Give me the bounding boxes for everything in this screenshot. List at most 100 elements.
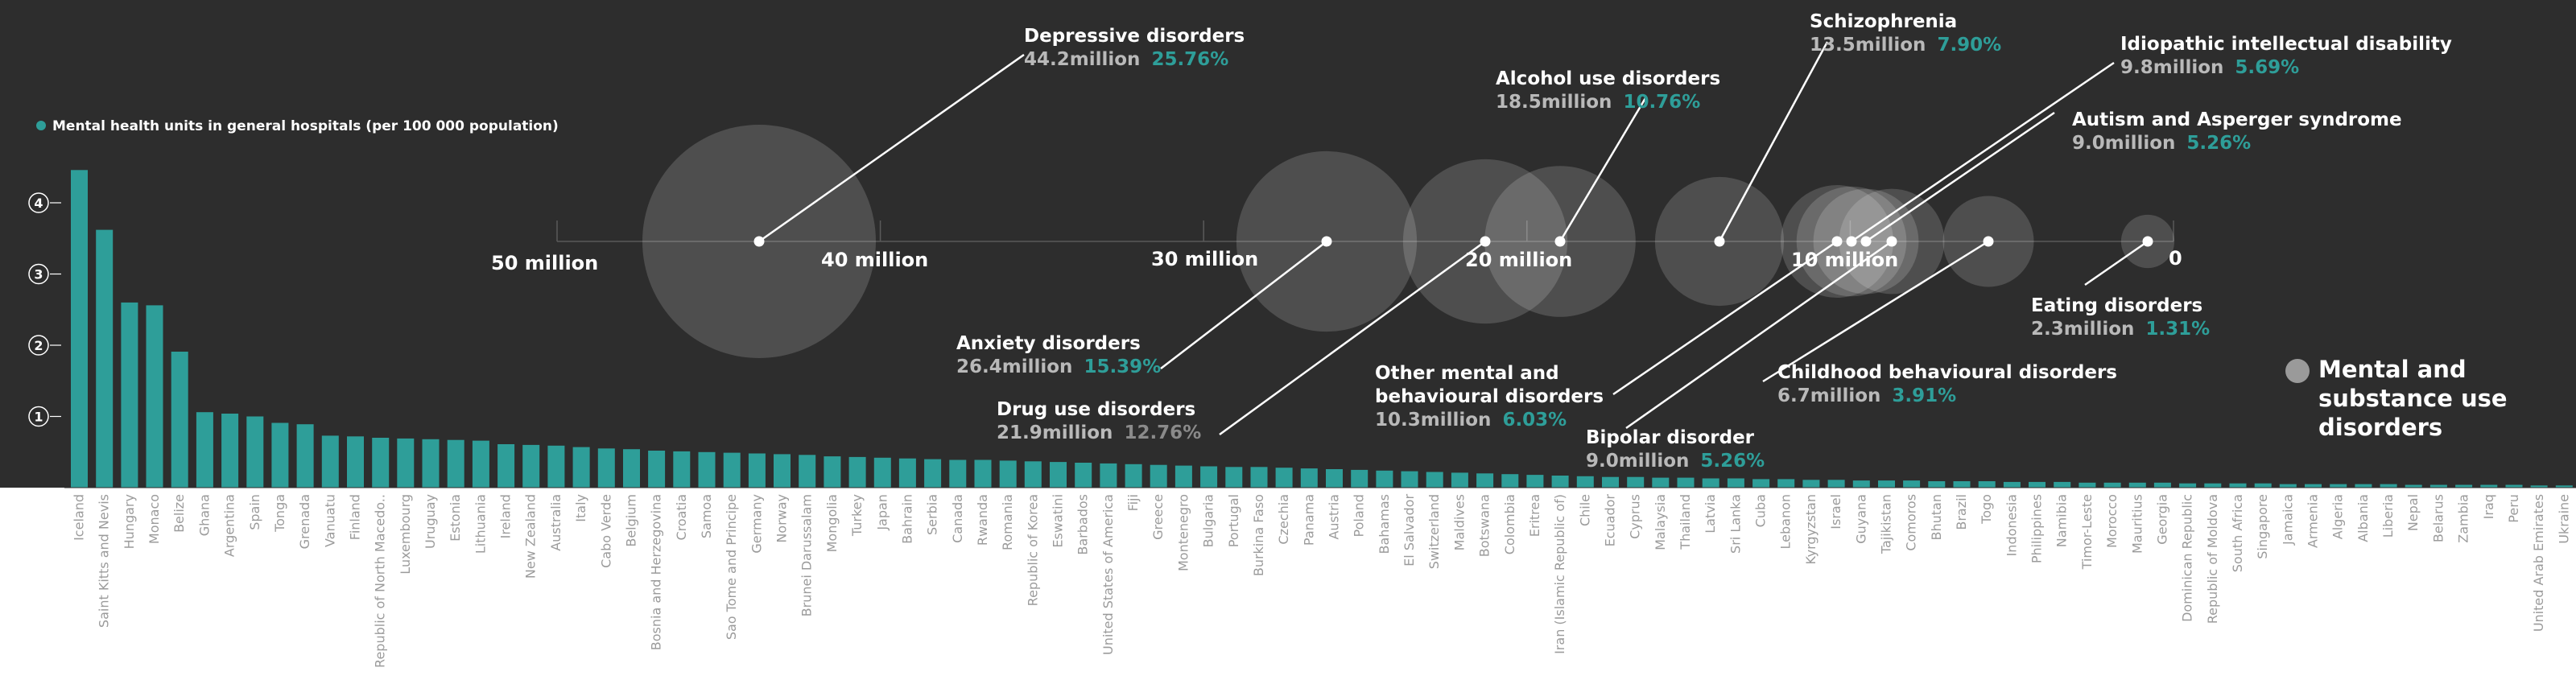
y-tick-marker bbox=[28, 406, 49, 427]
country-label: Ukraine bbox=[2556, 494, 2571, 544]
bubble-center-dot bbox=[1714, 236, 1725, 247]
disorder-value: 9.0million 5.26% bbox=[1586, 451, 1765, 472]
bar-croatia bbox=[673, 451, 691, 488]
country-label: Panama bbox=[1301, 494, 1316, 546]
callout-line bbox=[1558, 97, 1647, 242]
disorder-name: Alcohol use disorders bbox=[1496, 68, 1720, 89]
bar-rwanda bbox=[974, 459, 992, 488]
country-label: Colombia bbox=[1502, 494, 1517, 554]
country-label: El Salvador bbox=[1402, 494, 1417, 567]
bar-republic-of-korea bbox=[1024, 461, 1042, 488]
country-label: Austria bbox=[1327, 494, 1342, 540]
bubble-chart: 50 million 40 million 30 million 20 million… bbox=[491, 11, 2452, 472]
bubble-center-dot bbox=[1886, 236, 1897, 247]
bar-nepal bbox=[2405, 484, 2422, 488]
bar-brazil bbox=[1953, 481, 1971, 488]
country-label: Armenia bbox=[2306, 494, 2321, 548]
bubble-center-dot bbox=[1983, 236, 1994, 247]
country-label: Romania bbox=[1000, 494, 1015, 550]
bar-latvia bbox=[1702, 478, 1719, 488]
bar-mongolia bbox=[824, 456, 841, 488]
bar-uruguay bbox=[422, 439, 440, 488]
bar-tajikistan bbox=[1878, 480, 1895, 488]
bar-fiji bbox=[1125, 464, 1142, 488]
bar-brunei-darussalam bbox=[799, 455, 816, 488]
country-label: Ghana bbox=[196, 494, 212, 536]
bar-algeria bbox=[2330, 484, 2347, 488]
bar-eswatini bbox=[1050, 462, 1067, 488]
bar-bulgaria bbox=[1200, 466, 1218, 488]
country-label: Eritrea bbox=[1527, 494, 1542, 537]
country-label: Kyrgyzstan bbox=[1803, 494, 1818, 565]
country-label: Philippines bbox=[2029, 494, 2045, 563]
bar-iceland bbox=[71, 170, 88, 488]
country-label: Cyprus bbox=[1628, 494, 1643, 539]
bar-eritrea bbox=[1526, 475, 1544, 488]
country-label: Peru bbox=[2506, 494, 2521, 523]
y-tick-label: 4 bbox=[34, 196, 43, 211]
bar-maldives bbox=[1451, 472, 1468, 488]
bar-mauritius bbox=[2128, 482, 2146, 488]
bar-ecuador bbox=[1602, 476, 1619, 488]
callout-line bbox=[1718, 41, 1829, 242]
bar-cabo-verde bbox=[597, 448, 615, 488]
country-label: Mauritius bbox=[2129, 494, 2145, 554]
bar-hungary bbox=[121, 302, 138, 488]
disorder-value: 21.9million 12.76% bbox=[997, 422, 1201, 443]
bubble-axis-label: 40 million bbox=[821, 249, 928, 271]
country-label: Switzerland bbox=[1426, 494, 1442, 569]
country-label: Belize bbox=[171, 494, 187, 533]
bubble-axis-label: 20 million bbox=[1465, 249, 1572, 271]
country-label: Indonesia bbox=[2004, 494, 2019, 556]
country-label: Iraq bbox=[2481, 494, 2496, 519]
country-label: Bahamas bbox=[1377, 494, 1392, 554]
bar-grenada bbox=[296, 424, 314, 488]
country-label: Grenada bbox=[297, 494, 312, 549]
country-label: Sao Tome and Principe bbox=[724, 494, 739, 640]
country-label: Timor-Leste bbox=[2079, 494, 2095, 570]
country-label: Togo bbox=[1979, 494, 1994, 525]
disorder-name: Anxiety disorders bbox=[956, 333, 1141, 354]
bar-tonga bbox=[271, 422, 289, 488]
bubble-center-dot bbox=[1480, 236, 1491, 247]
bar-legend-text: Mental health units in general hospitals… bbox=[52, 118, 559, 134]
country-label: Brunei Darussalam bbox=[799, 494, 815, 616]
country-label: Rwanda bbox=[975, 494, 990, 546]
bar-united-arab-emirates bbox=[2530, 485, 2548, 488]
bar-ghana bbox=[196, 412, 213, 488]
bubble-legend-line-1: Mental and bbox=[2318, 356, 2467, 383]
bar-argentina bbox=[221, 414, 239, 488]
bar-thailand bbox=[1677, 477, 1695, 488]
bar-monaco bbox=[146, 305, 163, 488]
bar-lithuania bbox=[472, 440, 489, 488]
bar-georgia bbox=[2153, 482, 2171, 488]
disorder-name: Idiopathic intellectual disability bbox=[2120, 34, 2452, 55]
country-label: Republic of North Macedo.. bbox=[373, 494, 388, 668]
country-label: Tonga bbox=[272, 494, 287, 533]
bubble-label-childhood-behavioural-disorders: Childhood behavioural disorders6.7millio… bbox=[1762, 236, 2117, 406]
bubble-center-dot bbox=[1321, 236, 1332, 247]
bar-armenia bbox=[2305, 484, 2322, 488]
country-label: Ecuador bbox=[1603, 494, 1618, 547]
country-label: Belgium bbox=[624, 494, 639, 547]
country-label: Estonia bbox=[448, 494, 463, 542]
bubble-legend: Mental and substance use disorders bbox=[2285, 356, 2508, 441]
bar-spain bbox=[246, 416, 264, 488]
country-label: United Arab Emirates bbox=[2531, 494, 2546, 632]
country-label: Ireland bbox=[498, 494, 514, 538]
bar-chart: 1 2 3 4 Iceland Saint Kitts and Nevis Hungary M… bbox=[28, 170, 2576, 668]
bubble-axis-label: 30 million bbox=[1151, 248, 1258, 270]
country-label: Lithuania bbox=[473, 494, 488, 554]
bar-singapore bbox=[2254, 483, 2272, 488]
country-label: Eswatini bbox=[1051, 494, 1066, 548]
disorder-value: 2.3million 1.31% bbox=[2031, 319, 2210, 340]
bar-liberia bbox=[2380, 484, 2397, 488]
bar-finland bbox=[347, 436, 364, 488]
bar-bahrain bbox=[898, 458, 916, 488]
bubble-label-eating-disorders: Eating disorders 2.3million 1.31% bbox=[2031, 236, 2210, 340]
callout-line bbox=[1851, 61, 2115, 243]
country-label: Israel bbox=[1828, 494, 1843, 529]
disorder-name: Schizophrenia bbox=[1810, 11, 1957, 32]
